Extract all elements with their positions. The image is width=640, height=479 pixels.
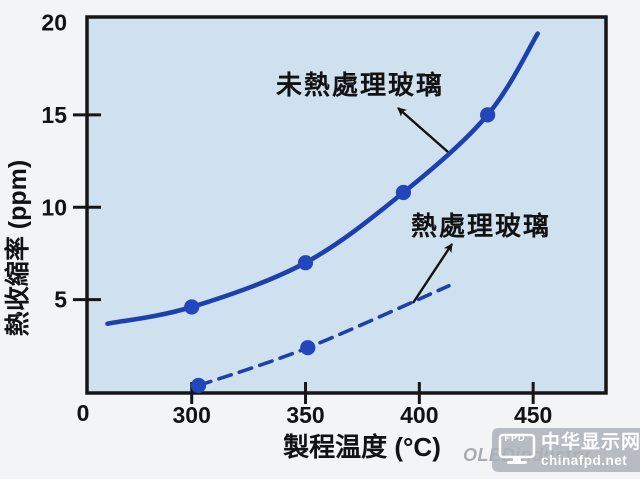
- data-series: [105, 31, 540, 394]
- y-tick-label: 20: [41, 10, 67, 36]
- y-tick-label: 10: [41, 194, 67, 220]
- data-point: [300, 340, 316, 356]
- annotation-arrow: [397, 107, 449, 153]
- origin-label: 0: [77, 400, 90, 426]
- x-tick-label: 350: [286, 402, 324, 428]
- data-point: [297, 255, 314, 271]
- annotation-arrow: [411, 243, 454, 304]
- data-point: [190, 377, 207, 394]
- x-tick-label: 300: [173, 402, 211, 428]
- data-point: [480, 107, 496, 123]
- x-tick-label: 400: [400, 402, 438, 428]
- axis-ticks: 5 10 15 20 0 300 350 400 450: [41, 10, 552, 428]
- x-axis-title: 製程温度 (°C): [283, 432, 441, 462]
- data-point: [184, 299, 200, 315]
- data-point: [395, 184, 412, 201]
- x-tick-label: 450: [514, 402, 552, 428]
- annotation-label: 熱處理玻璃: [411, 211, 551, 241]
- y-tick-label: 5: [54, 287, 67, 313]
- annotation-label: 未熱處理玻璃: [276, 70, 444, 100]
- y-tick-label: 15: [41, 102, 67, 128]
- y-axis-title: 熱收縮率 (ppm): [3, 160, 32, 336]
